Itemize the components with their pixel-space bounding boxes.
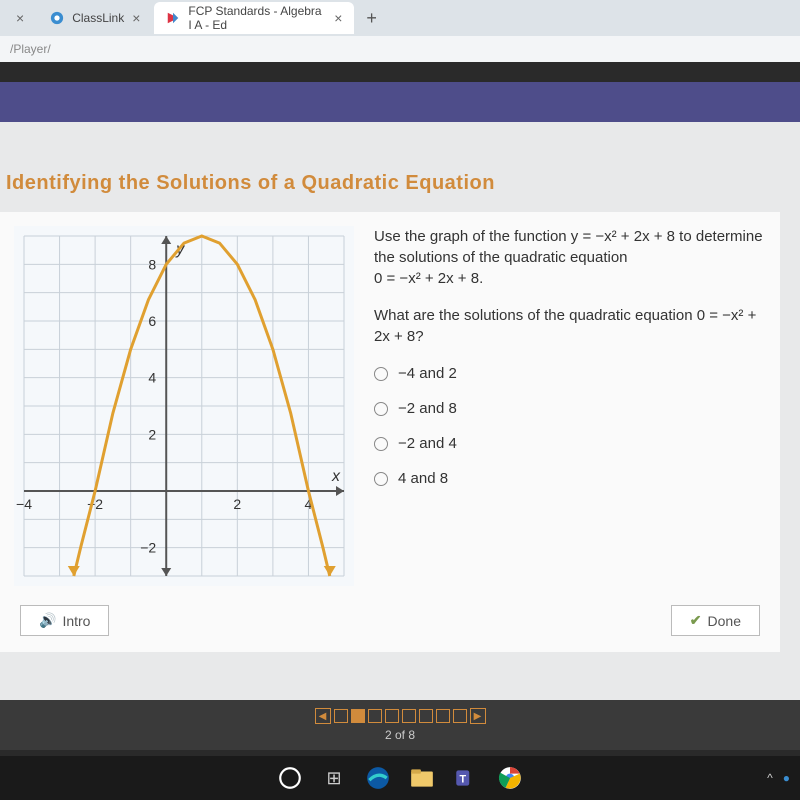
nav-square-8[interactable] — [453, 709, 467, 723]
url-bar[interactable]: /Player/ — [0, 36, 800, 62]
option-label: −2 and 8 — [398, 398, 457, 419]
done-button[interactable]: ✔ Done — [671, 605, 760, 636]
explorer-icon[interactable] — [409, 765, 435, 791]
option-4[interactable]: 4 and 8 — [374, 468, 766, 489]
option-label: 4 and 8 — [398, 468, 448, 489]
progress-label: 2 of 8 — [385, 728, 415, 742]
nav-squares: ◀ ▶ — [315, 708, 486, 724]
question-area: Use the graph of the function y = −x² + … — [354, 226, 766, 638]
prompt-eq: 0 = −x² + 2x + 8. — [374, 270, 483, 287]
nav-square-4[interactable] — [385, 709, 399, 723]
nav-square-1[interactable] — [334, 709, 348, 723]
new-tab-button[interactable]: + — [356, 8, 387, 29]
svg-text:−4: −4 — [16, 496, 32, 512]
url-fragment: /Player/ — [10, 42, 51, 56]
nav-square-3[interactable] — [368, 709, 382, 723]
option-label: −2 and 4 — [398, 433, 457, 454]
svg-text:x: x — [331, 468, 341, 485]
radio-icon[interactable] — [374, 437, 388, 451]
graph-svg: −4−224−22468xy — [14, 226, 354, 586]
taskview-icon[interactable]: ⊞ — [321, 765, 347, 791]
option-3[interactable]: −2 and 4 — [374, 433, 766, 454]
svg-text:2: 2 — [233, 496, 241, 512]
teams-icon[interactable]: T — [453, 765, 479, 791]
classlink-icon — [50, 11, 64, 25]
prev-button[interactable]: ◀ — [315, 708, 331, 724]
header-bar — [0, 82, 800, 122]
edgenuity-icon — [166, 11, 180, 25]
tab-label: FCP Standards - Algebra I A - Ed — [188, 4, 326, 32]
tab-blank[interactable]: × — [4, 2, 36, 34]
svg-text:6: 6 — [148, 313, 156, 329]
tab-classlink[interactable]: ClassLink × — [38, 2, 152, 34]
options-group: −4 and 2 −2 and 8 −2 and 4 4 and 8 — [374, 363, 766, 489]
svg-text:2: 2 — [148, 426, 156, 442]
sound-icon: 🔊 — [39, 612, 56, 629]
option-1[interactable]: −4 and 2 — [374, 363, 766, 384]
tab-fcp[interactable]: FCP Standards - Algebra I A - Ed × — [154, 2, 354, 34]
svg-text:4: 4 — [148, 370, 156, 386]
radio-icon[interactable] — [374, 402, 388, 416]
check-icon: ✔ — [690, 612, 702, 629]
question-text: What are the solutions of the quadratic … — [374, 305, 766, 347]
progress-bar: ◀ ▶ 2 of 8 — [0, 700, 800, 750]
cortana-icon[interactable] — [277, 765, 303, 791]
nav-square-2[interactable] — [351, 709, 365, 723]
browser-tabs: × ClassLink × FCP Standards - Algebra I … — [0, 0, 800, 36]
cloud-icon[interactable]: ● — [783, 771, 790, 785]
svg-text:−2: −2 — [140, 540, 156, 556]
tab-label: ClassLink — [72, 11, 124, 25]
nav-square-6[interactable] — [419, 709, 433, 723]
intro-label: Intro — [62, 613, 90, 629]
chevron-up-icon[interactable]: ^ — [767, 771, 773, 785]
system-tray[interactable]: ^ ● — [767, 771, 790, 785]
next-button[interactable]: ▶ — [470, 708, 486, 724]
svg-text:T: T — [459, 773, 466, 785]
edge-icon[interactable] — [365, 765, 391, 791]
nav-square-7[interactable] — [436, 709, 450, 723]
lesson-title: Identifying the Solutions of a Quadratic… — [0, 172, 495, 195]
nav-square-5[interactable] — [402, 709, 416, 723]
option-label: −4 and 2 — [398, 363, 457, 384]
taskbar: ⊞ T ^ ● — [0, 756, 800, 800]
button-row: 🔊 Intro ✔ Done — [20, 605, 760, 636]
radio-icon[interactable] — [374, 472, 388, 486]
close-icon[interactable]: × — [334, 10, 342, 26]
svg-text:8: 8 — [148, 256, 156, 272]
lesson-content: Identifying the Solutions of a Quadratic… — [0, 82, 800, 722]
close-icon[interactable]: × — [132, 10, 140, 26]
close-icon[interactable]: × — [16, 10, 24, 26]
graph: −4−224−22468xy — [14, 226, 354, 586]
intro-button[interactable]: 🔊 Intro — [20, 605, 109, 636]
radio-icon[interactable] — [374, 367, 388, 381]
done-label: Done — [708, 613, 741, 629]
prompt-text: Use the graph of the function y = −x² + … — [374, 228, 763, 266]
chrome-icon[interactable] — [497, 765, 523, 791]
main-panel: −4−224−22468xy Use the graph of the func… — [0, 212, 780, 652]
option-2[interactable]: −2 and 8 — [374, 398, 766, 419]
